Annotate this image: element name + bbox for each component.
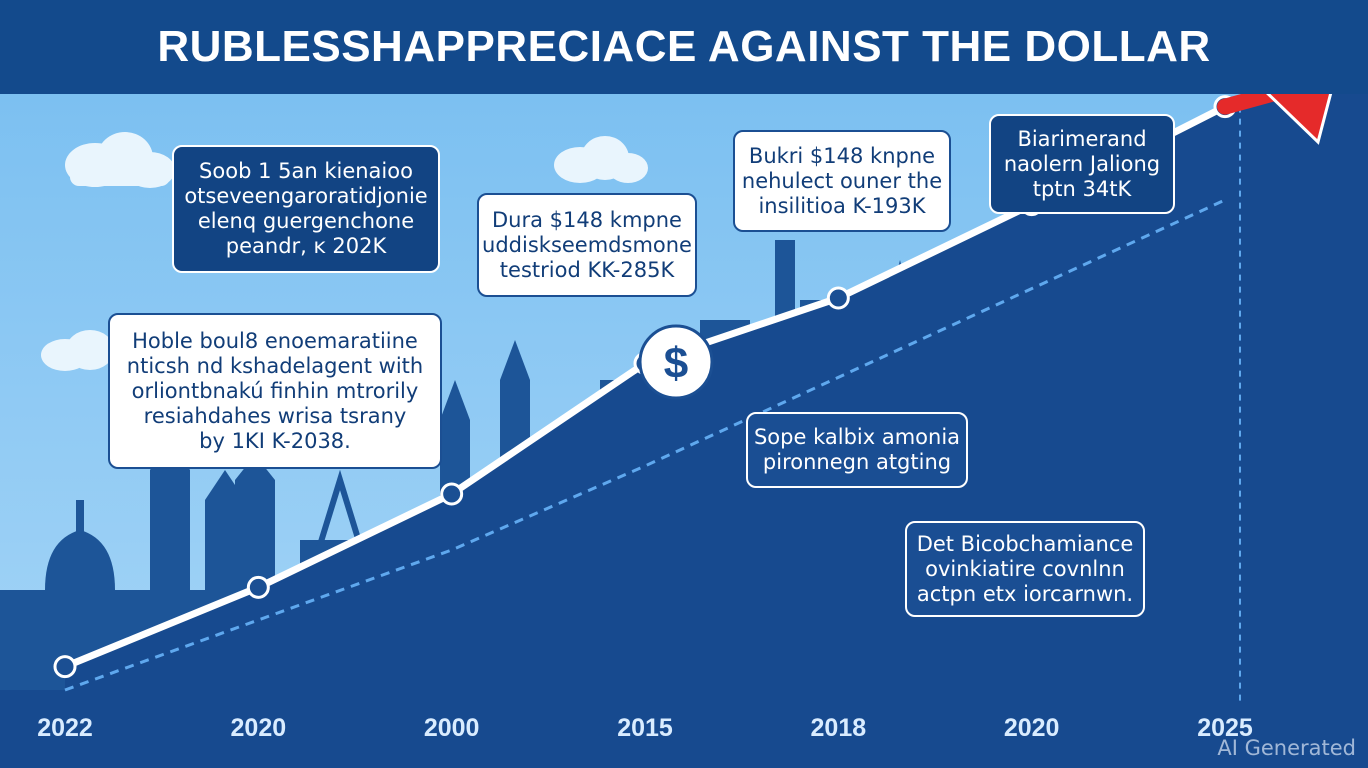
callout-line: nticsh nd kshadelagent with — [126, 353, 424, 378]
callout-text: Biarimerand naolern Jaliong tptn 34tK — [1004, 127, 1160, 202]
callout-text: Det Bicobchamiance ovinkiatire covnlnn act… — [917, 532, 1134, 607]
callout-line: elenq guergenchone — [197, 209, 415, 233]
x-tick-label: 2022 — [37, 714, 93, 742]
callout-line: otseveengaroratidjonie — [184, 184, 428, 208]
chart-title: RUBLESSHAPPRECIACE AGAINST THE DOLLAR — [157, 22, 1211, 71]
callout-box: Biarimerand naolern Jaliong tptn 34tK — [989, 114, 1175, 214]
callout-line: by 1KI K-2038. — [199, 428, 351, 453]
callout-line: pironnegn atgting — [762, 450, 952, 474]
cloud-icon — [65, 132, 175, 188]
callout-text: Sope kalbix amonia pironnegn atgting — [754, 425, 960, 475]
callout-line: nehulect ouner the — [741, 168, 943, 193]
callout-line: Hoble boul8 enoemaratiine — [132, 328, 418, 353]
callout-line: testriod KK-285K — [499, 257, 675, 282]
callout-line: Bukri $148 knpne — [748, 143, 936, 168]
watermark-text: AI Generated — [1217, 736, 1356, 760]
callout-line: actpn etx iorcarnwn. — [916, 581, 1134, 606]
callout-line: peandr, ĸ 202K — [225, 234, 387, 258]
callout-line: Dura $148 kmpne — [492, 207, 682, 232]
callout-line: Det Bicobchamiance — [916, 531, 1134, 556]
x-tick-label: 2020 — [230, 714, 287, 742]
callout-text: Hoble boul8 enoemaratiine nticsh nd kshad… — [127, 329, 423, 454]
cloud-icon — [41, 330, 114, 371]
callout-line: Sope kalbix amonia — [753, 425, 961, 449]
callout-text: Dura $148 kmpne uddiskseemdsmone testriod … — [482, 208, 692, 283]
cloud-icon — [554, 136, 648, 183]
data-point — [440, 482, 464, 506]
dollar-badge-icon — [638, 324, 714, 400]
callout-line: Soob 1 5an kienaioo — [199, 159, 413, 183]
x-tick-label: 2015 — [617, 714, 673, 742]
callout-line: Biarimerand — [1017, 126, 1147, 151]
data-point — [246, 575, 270, 599]
trend-line — [64, 198, 1226, 692]
callout-text: Soob 1 5an kienaioo otseveengaroratidjoni… — [184, 159, 427, 259]
callout-box: Sope kalbix amonia pironnegn atgting — [746, 412, 968, 488]
callout-box: Bukri $148 knpne nehulect ouner the insili… — [733, 130, 951, 232]
x-tick-label: 2000 — [423, 714, 480, 742]
callout-line: uddiskseemdsmone — [482, 232, 692, 257]
data-point — [53, 655, 77, 679]
callout-box: Dura $148 kmpne uddiskseemdsmone testriod … — [477, 193, 697, 297]
callout-box: Hoble boul8 enoemaratiine nticsh nd kshad… — [108, 313, 442, 469]
data-point — [826, 286, 850, 310]
callout-line: naolern Jaliong — [1003, 151, 1161, 176]
x-tick-label: 2025 — [1197, 714, 1253, 742]
x-tick-label: 2018 — [810, 714, 867, 742]
dollar-symbol: $ — [664, 339, 688, 388]
callout-text: Bukri $148 knpne nehulect ouner the insili… — [742, 144, 942, 219]
callout-box: Det Bicobchamiance ovinkiatire covnlnn act… — [905, 521, 1145, 617]
callout-line: insilitioa K-193K — [758, 193, 926, 218]
title-bar: RUBLESSHAPPRECIACE AGAINST THE DOLLAR — [0, 0, 1368, 94]
callout-line: ovinkiatire covnlnn — [925, 556, 1125, 581]
callout-box: Soob 1 5an kienaioo otseveengaroratidjoni… — [172, 145, 440, 273]
callout-line: resiahdahes wrisa tsrany — [143, 403, 407, 428]
x-tick-label: 2020 — [1003, 714, 1060, 742]
callout-line: orliontbnakú finhin mtrorily — [131, 378, 419, 403]
callout-line: tptn 34tK — [1032, 176, 1132, 201]
